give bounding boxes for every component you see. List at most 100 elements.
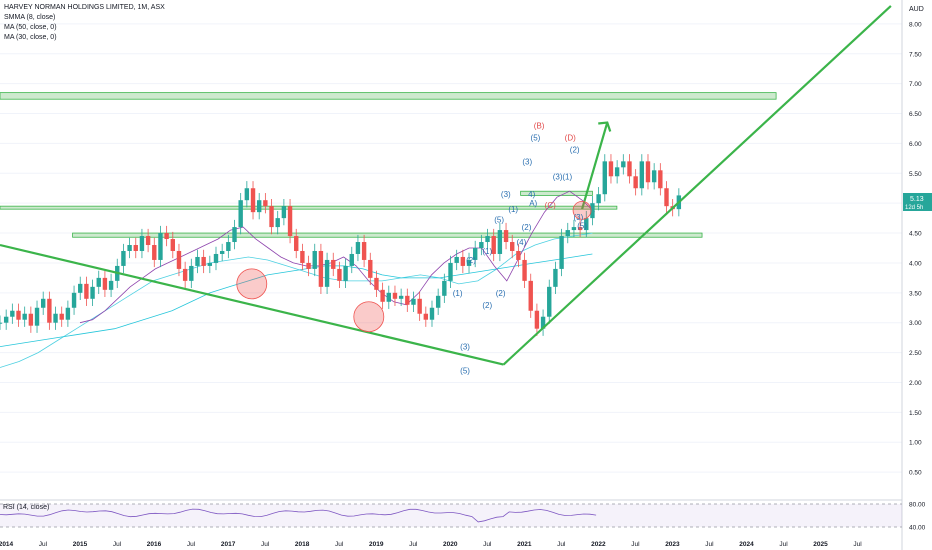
candle-body bbox=[312, 250, 317, 269]
candle-body bbox=[491, 236, 496, 254]
candle-body bbox=[577, 227, 583, 231]
wave-label: (5) bbox=[494, 215, 504, 224]
candle-body bbox=[596, 194, 601, 204]
x-tick-label: Jul bbox=[557, 541, 566, 548]
candle-body bbox=[627, 161, 632, 177]
candle-body bbox=[639, 161, 645, 189]
x-tick-label: Jul bbox=[483, 541, 492, 548]
candle-body bbox=[584, 218, 589, 231]
arrow-head bbox=[598, 121, 612, 132]
x-tick-label: 2021 bbox=[517, 541, 532, 548]
wave-label: (D) bbox=[565, 133, 576, 142]
candle-body bbox=[47, 298, 52, 323]
candle-body bbox=[133, 245, 138, 251]
x-tick-label: Jul bbox=[409, 541, 418, 548]
wave-label: (3) bbox=[522, 157, 532, 166]
indicator-ma30: MA (30, close, 0) bbox=[4, 34, 57, 41]
wave-label: (2) bbox=[482, 301, 492, 310]
trend-lines bbox=[0, 5, 892, 366]
candle-body bbox=[380, 289, 385, 302]
candle-body bbox=[238, 200, 243, 228]
x-tick-label: Jul bbox=[853, 541, 862, 548]
x-tick-label: Jul bbox=[113, 541, 122, 548]
wave-label: (4) bbox=[516, 238, 526, 247]
candle-body bbox=[343, 265, 348, 281]
candle-body bbox=[411, 298, 416, 305]
x-tick-label: 2020 bbox=[443, 541, 458, 548]
candle-body bbox=[466, 259, 472, 266]
candle-body bbox=[590, 203, 595, 219]
candle-body bbox=[472, 248, 478, 260]
candle-body bbox=[139, 236, 145, 251]
highlight-circles bbox=[236, 200, 592, 333]
candle-body bbox=[374, 277, 379, 290]
y-tick-label: 3.50 bbox=[909, 290, 922, 297]
candle-body bbox=[621, 161, 626, 168]
candle-body bbox=[250, 188, 256, 213]
candle-body bbox=[275, 218, 280, 228]
y-tick-label: 6.00 bbox=[909, 141, 922, 148]
highlight-circle bbox=[236, 268, 268, 300]
y-tick-label: 6.50 bbox=[909, 111, 922, 118]
candle-body bbox=[78, 283, 83, 293]
candle-body bbox=[361, 242, 367, 260]
candle-body bbox=[71, 292, 77, 308]
candle-body bbox=[528, 280, 533, 311]
candle-body bbox=[226, 242, 231, 251]
candle-body bbox=[324, 259, 330, 287]
x-tick-label: 2025 bbox=[813, 541, 828, 548]
candle-body bbox=[269, 206, 274, 228]
price-axis[interactable]: 8.007.507.006.506.005.505.004.504.003.50… bbox=[901, 0, 922, 550]
wave-label: (3) bbox=[573, 213, 583, 222]
candle-body bbox=[510, 242, 515, 251]
indicator-ma50: MA (50, close, 0) bbox=[4, 24, 57, 31]
wave-label: (C) bbox=[545, 201, 556, 210]
candle-body bbox=[3, 316, 9, 323]
wave-label: (3) bbox=[501, 190, 511, 199]
wave-label: 4) bbox=[528, 190, 535, 199]
candle-body bbox=[658, 170, 663, 189]
candle-body bbox=[201, 256, 206, 266]
x-tick-label: 2019 bbox=[369, 541, 384, 548]
candle-body bbox=[540, 316, 546, 329]
candle-body bbox=[633, 176, 638, 189]
candle-body bbox=[207, 262, 213, 266]
support-zones bbox=[0, 92, 777, 238]
x-tick-label: 2017 bbox=[221, 541, 236, 548]
candle-body bbox=[608, 161, 614, 177]
candle-body bbox=[294, 236, 299, 251]
x-tick-label: Jul bbox=[335, 541, 344, 548]
grid bbox=[0, 23, 902, 473]
candle-body bbox=[460, 256, 466, 266]
candle-body bbox=[522, 259, 527, 281]
zone-box bbox=[72, 232, 703, 238]
wave-label: (2) bbox=[570, 145, 580, 154]
smma-line bbox=[79, 190, 595, 324]
candle-body bbox=[102, 277, 108, 290]
y-tick-label: 3.00 bbox=[909, 320, 922, 327]
rsi-level-label: 40.00 bbox=[909, 525, 926, 532]
candle-body bbox=[287, 206, 293, 237]
time-axis[interactable]: 2014 Jul 2015 Jul 2016 Jul 2017 Jul 2018 Jul 2019 J… bbox=[0, 541, 862, 548]
candle-body bbox=[435, 295, 441, 308]
x-tick-label: Jul bbox=[39, 541, 48, 548]
candle-body bbox=[244, 188, 250, 201]
candle-body bbox=[398, 295, 404, 299]
trend-line bbox=[502, 5, 892, 366]
candle-body bbox=[448, 262, 453, 281]
rsi-line bbox=[0, 508, 597, 523]
price-tag-countdown: 12d 5h bbox=[905, 205, 923, 211]
ma50-line bbox=[0, 253, 593, 347]
y-tick-label: 8.00 bbox=[909, 21, 922, 28]
x-tick-label: 2014 bbox=[0, 541, 14, 548]
candle-body bbox=[485, 236, 490, 243]
wave-label: (5) bbox=[577, 221, 587, 230]
x-tick-label: Jul bbox=[705, 541, 714, 548]
candle-body bbox=[423, 313, 429, 320]
candle-body bbox=[96, 277, 101, 287]
x-tick-label: 2024 bbox=[739, 541, 754, 548]
wave-label: (2) bbox=[466, 256, 476, 265]
rsi-label: RSI (14, close) bbox=[3, 504, 50, 511]
wave-label: (1) bbox=[482, 247, 492, 256]
